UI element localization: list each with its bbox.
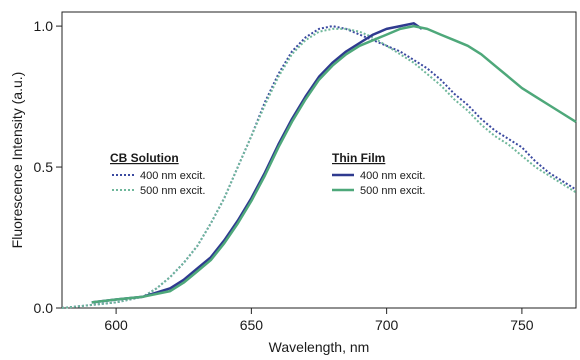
y-tick-label: 0.0 bbox=[34, 300, 54, 316]
legend-title-thin-film: Thin Film bbox=[332, 151, 385, 165]
x-tick-label: 700 bbox=[375, 317, 399, 333]
legend-cb-solution: CB Solution 400 nm excit. 500 nm excit. bbox=[110, 151, 205, 197]
legend-label-cb-400: 400 nm excit. bbox=[140, 170, 205, 182]
legend-title-cb-solution: CB Solution bbox=[110, 151, 179, 165]
y-axis: 0.0 0.5 1.0 bbox=[34, 18, 62, 316]
x-axis: 600 650 700 750 bbox=[104, 308, 534, 333]
series-layer bbox=[61, 22, 577, 309]
legend-label-film-500: 500 nm excit. bbox=[360, 185, 425, 197]
series-line-cb-solution-400 bbox=[61, 25, 577, 309]
series-line-thin-film-500 bbox=[91, 24, 577, 304]
x-tick-label: 750 bbox=[510, 317, 534, 333]
series-line-thin-film-400 bbox=[91, 22, 423, 304]
legend-thin-film: Thin Film 400 nm excit. 500 nm excit. bbox=[332, 151, 425, 197]
x-axis-title: Wavelength, nm bbox=[269, 339, 370, 355]
legend-label-film-400: 400 nm excit. bbox=[360, 170, 425, 182]
legend-label-cb-500: 500 nm excit. bbox=[140, 185, 205, 197]
y-axis-title: Fluorescence Intensity (a.u.) bbox=[9, 72, 25, 249]
y-tick-label: 0.5 bbox=[34, 159, 54, 175]
y-tick-label: 1.0 bbox=[34, 18, 54, 34]
x-tick-label: 650 bbox=[240, 317, 264, 333]
x-tick-label: 600 bbox=[104, 317, 128, 333]
